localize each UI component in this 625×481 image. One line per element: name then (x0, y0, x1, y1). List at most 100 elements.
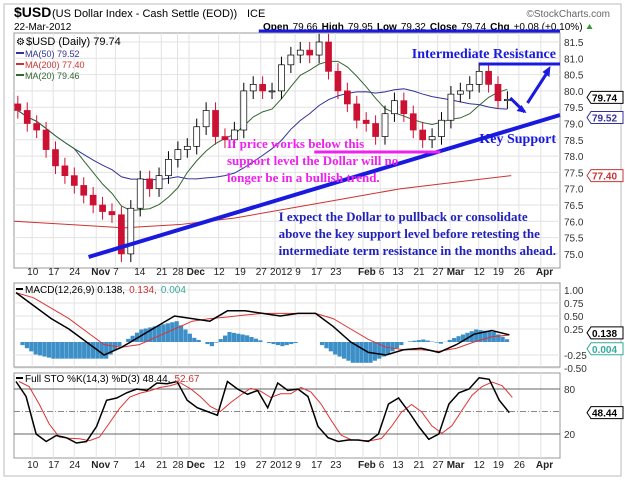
candle-body (485, 70, 492, 85)
x-tick-label: 7 (113, 460, 119, 471)
price-tick: 80.5 (564, 71, 584, 82)
candle-body (381, 113, 389, 137)
macd-tick: 0.75 (564, 299, 584, 310)
x-tick-label: 27 (256, 460, 268, 471)
warning-annotation-line: If price works below this (227, 136, 364, 151)
macd-histogram-bar (108, 342, 113, 355)
macd-histogram-bar (205, 342, 210, 345)
macd-histogram-bar (328, 342, 333, 352)
macd-histogram-bar (240, 334, 245, 342)
outer-frame (3, 3, 622, 477)
macd-histogram-bar (399, 342, 404, 346)
outlook-annotation-line: I expect the Dollar to pullback or conso… (279, 209, 528, 224)
macd-histogram-bar (394, 342, 399, 349)
legend-ma200: MA(200) 77.40 (25, 60, 85, 70)
candle-body (221, 136, 229, 141)
candle-body (438, 119, 445, 137)
macd-histogram-bar (390, 342, 395, 352)
macd-tick: 0.25 (564, 325, 584, 336)
x-tick-label: Dec (187, 267, 206, 278)
panel-2 (13, 372, 561, 459)
close-badge-box (586, 90, 624, 104)
candle-body (108, 211, 116, 216)
macd-histogram-bar (227, 332, 232, 342)
x-tick-label: Dec (187, 460, 206, 471)
macd-tick: 0.50 (564, 312, 584, 323)
legend-ma50: MA(50) 79.52 (25, 49, 80, 59)
macd-histogram-bar (280, 342, 285, 347)
candle-body (174, 149, 182, 160)
x-tick-label: 24 (69, 460, 81, 471)
sto-k-line (15, 376, 510, 444)
macd-histogram-bar (165, 323, 170, 342)
x-tick-label: 6 (379, 460, 385, 471)
price-tick: 75.5 (564, 234, 584, 245)
legend-price: $USD (Daily) 79.74 (26, 36, 121, 48)
macd-tick: -0.50 (564, 364, 587, 375)
x-tick-label: 28 (173, 460, 185, 471)
x-tick-label: Mar (447, 460, 465, 471)
ohlc-chg: +0.08 (+0.10%) (514, 22, 583, 33)
candle-body (447, 93, 455, 121)
macd-histogram-bar (117, 342, 122, 347)
x-tick-label: 21 (156, 460, 168, 471)
legend-macd: MACD(12,26,9) 0.138, (25, 285, 125, 296)
x-tick-label: 19 (493, 460, 505, 471)
macd-histogram-bar (20, 342, 25, 346)
x-tick-label: 10 (27, 460, 39, 471)
macd-histogram-bar (104, 342, 109, 359)
macd-histogram-bar (161, 324, 166, 342)
candle-body (136, 178, 144, 209)
ohlc-low: 79.32 (401, 22, 426, 33)
sto-tick: 20 (564, 430, 576, 441)
candle-body (249, 84, 257, 92)
candle-body (165, 159, 172, 177)
candle-body (14, 103, 22, 111)
macd-histogram-bar (425, 340, 430, 342)
warning-annotation-line: longer be in a bullish trend. (227, 170, 380, 185)
candle-body (118, 214, 125, 255)
x-tick-label: 19 (493, 267, 505, 278)
macd-badge: 0.138 (592, 329, 617, 340)
macd-histogram-bar (337, 342, 342, 357)
candle-body (80, 185, 88, 196)
candle-body (494, 84, 502, 102)
x-tick-label: Nov (91, 267, 110, 278)
x-tick-label: Apr (536, 267, 553, 278)
legend-macd-signal: 0.134, (129, 285, 157, 296)
symbol-title: $USD (14, 4, 51, 20)
macd-histogram-bar (487, 331, 492, 342)
arrow-head-icon (516, 105, 527, 113)
x-tick-label: 6 (379, 267, 385, 278)
candle-body (231, 129, 238, 141)
candle-body (99, 204, 106, 212)
macd-histogram-bar (447, 339, 452, 342)
price-tick: 79.0 (564, 120, 584, 131)
macd-histogram-bar (438, 342, 444, 344)
macd-histogram-bar (363, 342, 369, 363)
x-tick-label: Mar (447, 267, 465, 278)
macd-histogram-bar (271, 342, 276, 345)
candle-body (504, 99, 511, 102)
x-tick-label: 12 (474, 267, 486, 278)
candle-body (372, 123, 379, 137)
ma50-badge-box (586, 111, 624, 125)
macd-histogram-bar (249, 337, 254, 342)
close-badge: 79.74 (592, 93, 617, 104)
candle-body (419, 129, 427, 141)
macd-hist-badge-box (586, 342, 624, 356)
candle-body (296, 49, 304, 56)
brand-label: ©StockCharts.com (526, 9, 610, 20)
legend-macd-hist: 0.004 (161, 285, 186, 296)
x-tick-label: 27 (433, 267, 445, 278)
macd-histogram-bar (293, 342, 298, 344)
x-tick-label: Feb (358, 460, 376, 471)
macd-histogram-bar (421, 339, 426, 342)
support-annotation: Key Support (479, 132, 556, 147)
macd-histogram-bar (46, 342, 52, 358)
macd-histogram-bar (90, 342, 96, 359)
macd-histogram-bar (68, 342, 74, 359)
candle-body (391, 100, 398, 115)
